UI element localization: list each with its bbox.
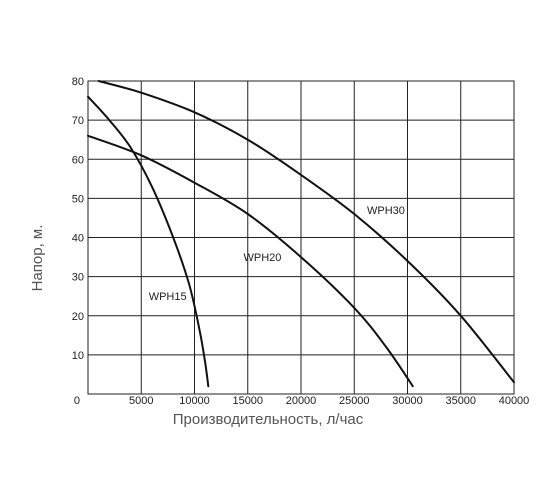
x-tick-label: 35000	[445, 395, 476, 407]
y-tick-label: 30	[72, 272, 84, 284]
x-axis-title: Производительность, л/час	[173, 411, 364, 428]
y-tick-label: 70	[72, 115, 84, 127]
series-line-wph30	[97, 80, 515, 384]
gridlines	[88, 81, 514, 394]
tick-labels: 0 5000 10000 15000 20000 25000 30000 35000 40000…	[72, 76, 530, 407]
y-tick-label: 60	[72, 154, 84, 166]
x-tick-label: 5000	[129, 395, 153, 407]
y-tick-label: 40	[72, 233, 84, 245]
plot-frame	[87, 80, 515, 395]
x-tick-label: 10000	[179, 395, 210, 407]
series-label-wph15: WPH15	[149, 291, 187, 303]
y-tick-label: 10	[72, 350, 84, 362]
x-tick-label: 15000	[232, 395, 263, 407]
x-tick-label: 30000	[392, 395, 423, 407]
x-tick-label: 40000	[499, 395, 530, 407]
y-tick-label: 50	[72, 193, 84, 205]
x-tick-label: 20000	[286, 395, 317, 407]
series-labels: WPH15 WPH20 WPH30	[149, 205, 405, 303]
x-tick-label: 0	[74, 395, 80, 407]
curves	[87, 80, 515, 388]
series-label-wph20: WPH20	[243, 252, 281, 264]
x-tick-label: 25000	[339, 395, 370, 407]
series-line-wph20	[87, 134, 414, 388]
y-tick-label: 80	[72, 76, 84, 88]
series-line-wph15	[87, 95, 210, 388]
series-label-wph30: WPH30	[367, 205, 405, 217]
y-axis-title: Напор, м.	[29, 225, 46, 292]
y-tick-label: 20	[72, 311, 84, 323]
